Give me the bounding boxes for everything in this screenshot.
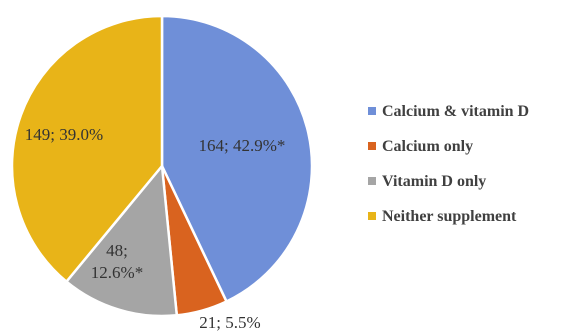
legend-label-neither-supplement: Neither supplement bbox=[382, 208, 517, 225]
pie-slice-labels: 164; 42.9%* 21; 5.5% 48; 12.6%* 149; 39.0% bbox=[25, 125, 286, 332]
legend-label-calcium-and-vitamin-d: Calcium & vitamin D bbox=[382, 103, 529, 120]
slice-label-neither-supplement: 149; 39.0% bbox=[25, 125, 103, 144]
legend-swatch-calcium-and-vitamin-d bbox=[368, 107, 376, 115]
slice-label-vitamin-d-only: 48; 12.6%* bbox=[91, 241, 143, 282]
chart-legend: Calcium & vitamin D Calcium only Vitamin D… bbox=[368, 103, 529, 225]
legend-item-vitamin-d-only: Vitamin D only bbox=[368, 173, 486, 190]
slice-label-calcium-and-vitamin-d: 164; 42.9%* bbox=[199, 136, 286, 155]
pie-slices bbox=[10, 14, 314, 318]
legend-item-neither-supplement: Neither supplement bbox=[368, 208, 517, 225]
legend-swatch-neither-supplement bbox=[368, 212, 376, 220]
slice-label-calcium-only: 21; 5.5% bbox=[199, 313, 260, 332]
pie-slice-vitamin-d-only bbox=[65, 164, 179, 318]
legend-item-calcium-and-vitamin-d: Calcium & vitamin D bbox=[368, 103, 529, 120]
pie-slice-neither-supplement bbox=[10, 14, 164, 283]
legend-swatch-calcium-only bbox=[368, 142, 376, 150]
legend-label-vitamin-d-only: Vitamin D only bbox=[382, 173, 486, 190]
pie-slice-calcium-and-vitamin-d bbox=[160, 14, 314, 303]
legend-swatch-vitamin-d-only bbox=[368, 177, 376, 185]
legend-label-calcium-only: Calcium only bbox=[382, 138, 473, 155]
legend-item-calcium-only: Calcium only bbox=[368, 138, 473, 155]
